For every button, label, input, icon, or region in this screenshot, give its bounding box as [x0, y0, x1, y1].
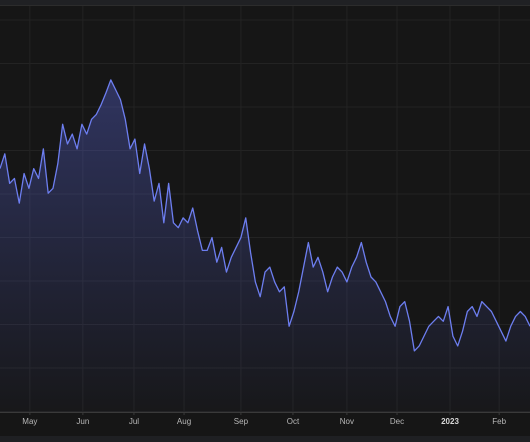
- x-tick-label: Jul: [129, 417, 139, 426]
- x-tick-label: Oct: [287, 417, 300, 426]
- x-tick-label: Jun: [76, 417, 89, 426]
- area: [0, 79, 530, 412]
- x-tick-label: May: [22, 417, 37, 426]
- x-tick-label: Feb: [492, 417, 506, 426]
- x-tick-label: 2023: [441, 417, 459, 426]
- line: [0, 79, 530, 352]
- scroll-strip: [0, 436, 530, 442]
- top-strip: [0, 0, 530, 5]
- x-tick-label: Sep: [234, 417, 249, 426]
- x-tick-label: Dec: [390, 417, 404, 426]
- x-tick-label: Nov: [340, 417, 354, 426]
- x-tick-label: Aug: [177, 417, 191, 426]
